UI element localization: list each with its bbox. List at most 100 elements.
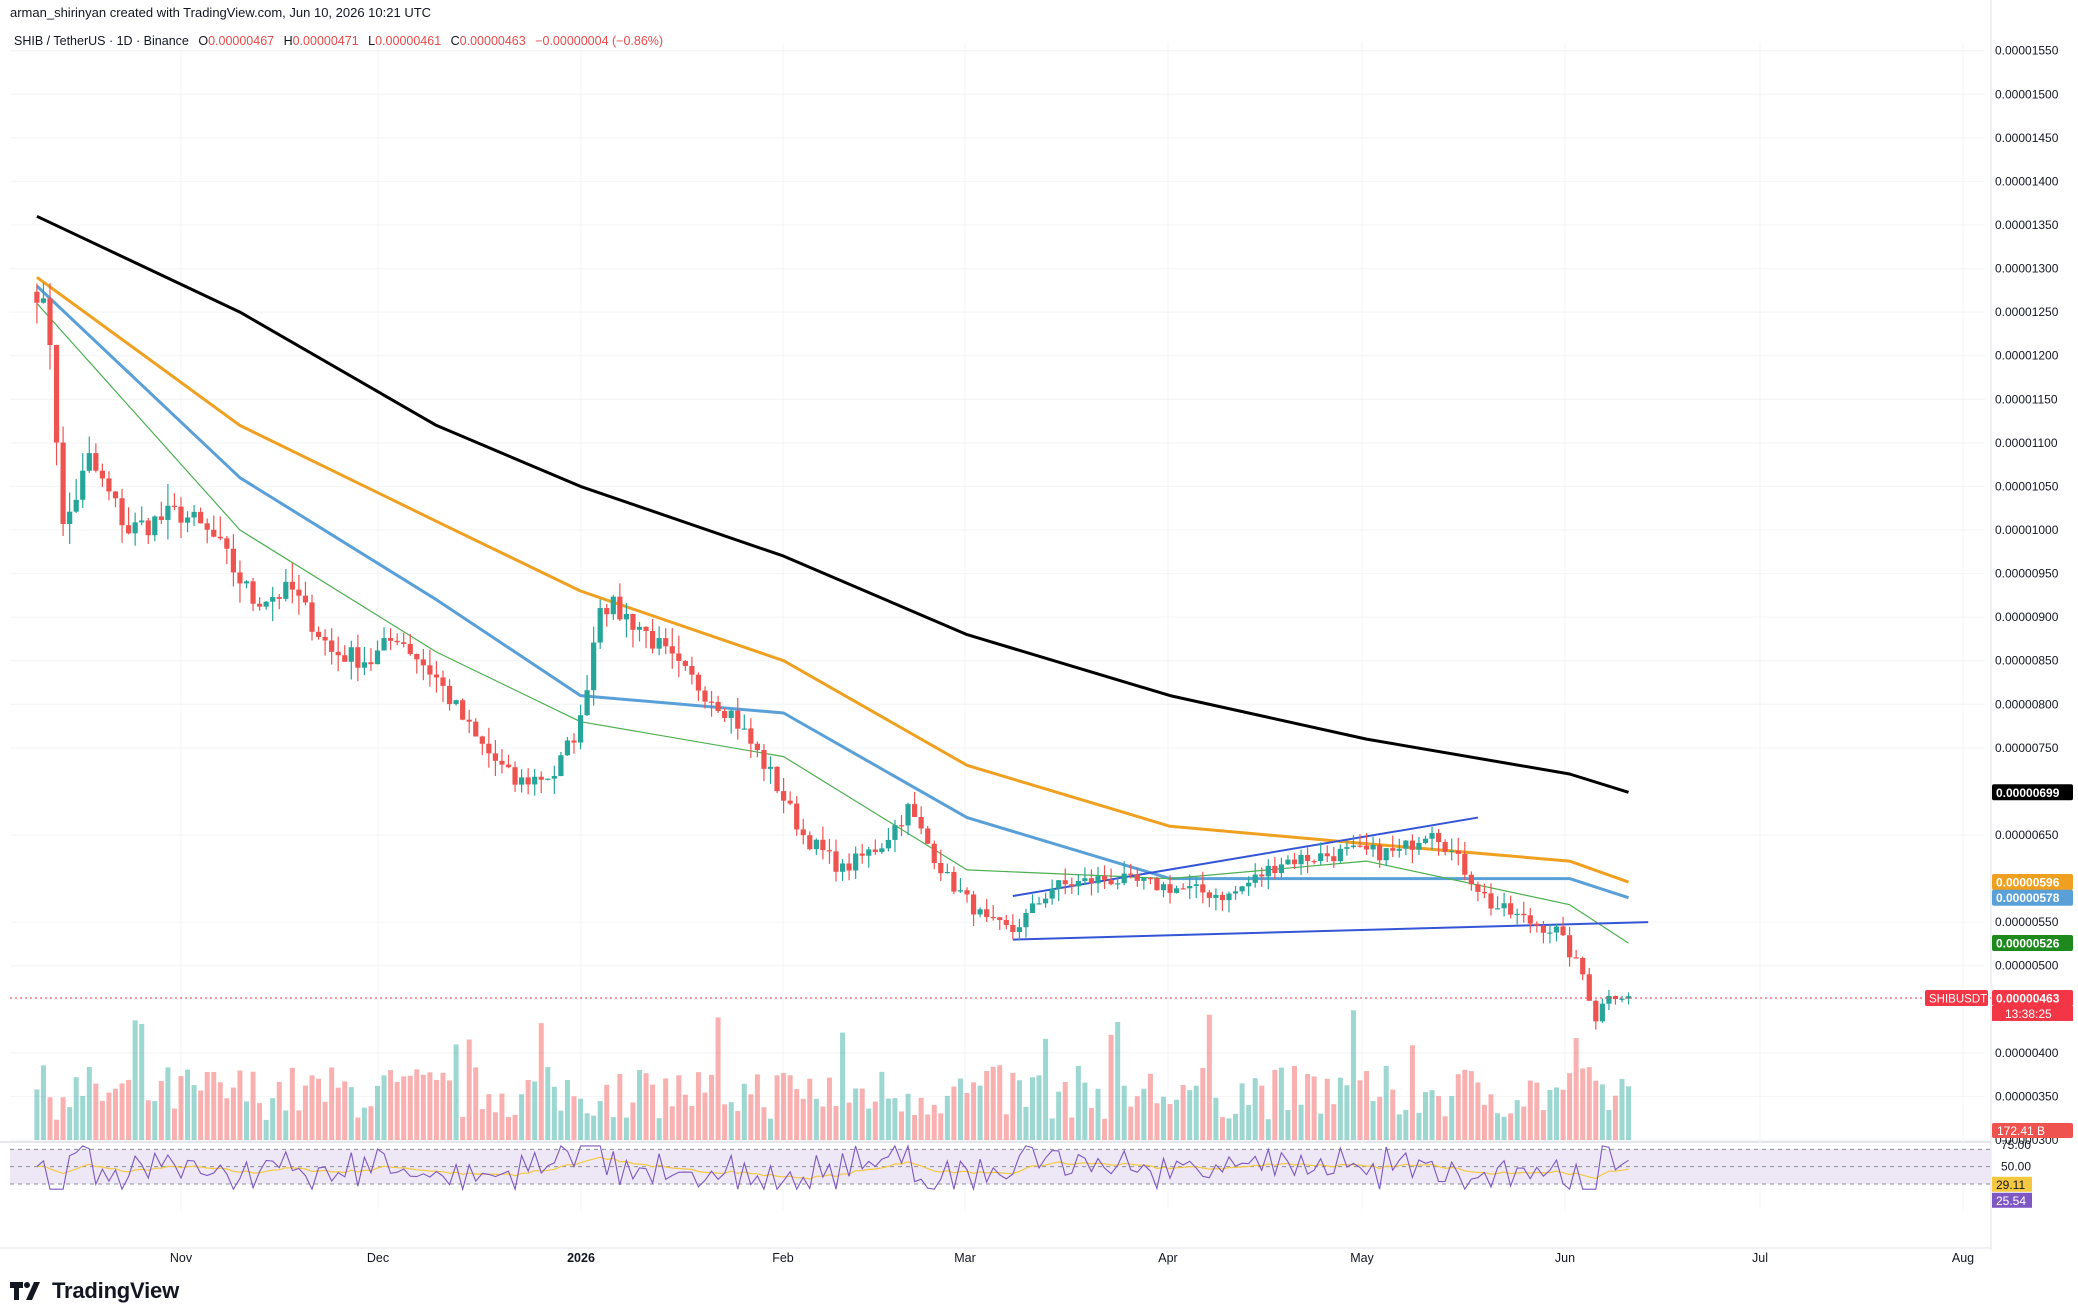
volume-bar <box>754 1074 760 1140</box>
rsi-axis-label: 75.00 <box>2001 1138 2031 1152</box>
candle-body <box>1023 913 1029 928</box>
candle <box>702 686 708 709</box>
candle-body <box>1481 891 1488 894</box>
candle <box>571 733 577 754</box>
price-label: 0.00000596 <box>1992 874 2073 891</box>
candle <box>1141 877 1147 890</box>
volume-bar <box>1593 1080 1599 1140</box>
candle-body <box>702 690 708 702</box>
candle-body <box>656 638 662 649</box>
candle <box>1449 838 1455 861</box>
volume-bar <box>388 1070 394 1140</box>
volume-bar <box>329 1067 335 1140</box>
candle <box>807 831 813 851</box>
ma-100-line <box>36 276 1630 884</box>
candle-body <box>597 608 603 643</box>
candle <box>970 890 977 927</box>
candle <box>1049 879 1055 905</box>
candle-body <box>728 710 734 718</box>
candle <box>466 709 472 734</box>
candle-body <box>957 890 964 892</box>
candle-body <box>479 736 485 744</box>
candle-body <box>1449 850 1455 852</box>
candle-body <box>525 777 531 785</box>
volume-bar <box>1586 1067 1592 1140</box>
candle-body <box>217 536 223 539</box>
symbol-title[interactable]: SHIB / TetherUS · 1D · Binance <box>14 34 189 48</box>
candle-body <box>1101 876 1108 880</box>
candle <box>977 907 983 918</box>
candle <box>158 501 164 525</box>
candle-body <box>623 614 629 620</box>
candle-body <box>132 522 138 534</box>
candle <box>361 646 367 676</box>
candle-body <box>204 523 210 530</box>
volume-bar <box>433 1080 439 1140</box>
volume-bar <box>178 1076 184 1140</box>
candle-body <box>381 638 387 651</box>
candle <box>492 740 498 776</box>
rsi-ma-value-bg <box>1992 1176 2032 1192</box>
rsi-line <box>36 1143 1629 1192</box>
candle-body <box>1625 996 1632 999</box>
candle <box>597 599 603 649</box>
volume-bar <box>211 1071 217 1140</box>
candle-body <box>1291 859 1298 865</box>
candle <box>388 628 394 651</box>
candle <box>1416 836 1422 856</box>
volume-bar <box>630 1102 636 1140</box>
candle-body <box>1115 883 1121 885</box>
candle-body <box>1619 998 1625 1000</box>
volume-bar <box>558 1110 564 1140</box>
ohlc-low-value: 0.00000461 <box>375 34 442 48</box>
volume-bar <box>1468 1071 1474 1140</box>
volume-bar <box>532 1081 538 1140</box>
volume-bar <box>80 1095 86 1140</box>
candle <box>1003 914 1009 930</box>
ma-20-line <box>36 302 1629 944</box>
volume-bar <box>506 1116 511 1140</box>
volume-bar <box>270 1098 276 1140</box>
candle-body <box>433 674 440 678</box>
volume-bar <box>126 1079 132 1140</box>
volume-bar <box>676 1075 682 1140</box>
volume-bar <box>316 1078 322 1140</box>
candle-body <box>905 804 911 826</box>
volume-bar <box>263 1119 269 1140</box>
candle <box>1128 863 1134 879</box>
candle-body <box>610 596 616 615</box>
candle-body <box>224 538 230 549</box>
volume-bar <box>1246 1105 1252 1140</box>
y-tick-label: 0.00000350 <box>1995 1089 2059 1103</box>
volume-bar <box>853 1088 859 1140</box>
candle-body <box>1324 853 1330 857</box>
candle-body <box>1455 850 1461 854</box>
candle-body <box>990 916 996 919</box>
candle-body <box>826 850 833 852</box>
candle-body <box>512 767 518 785</box>
candle <box>1239 885 1245 895</box>
volume-bar <box>113 1088 118 1140</box>
candle-body <box>505 764 512 768</box>
volume-bar <box>1449 1096 1455 1140</box>
volume-bar <box>538 1023 544 1140</box>
candle <box>1010 914 1016 940</box>
candle-body <box>1095 876 1101 884</box>
volume-bar <box>957 1078 963 1140</box>
price-label-text: 0.00000699 <box>1996 786 2060 800</box>
candle <box>1036 896 1042 905</box>
volume-bar <box>1521 1106 1527 1140</box>
candle-body <box>807 835 813 850</box>
candle-body <box>1016 927 1022 932</box>
candle-body <box>663 638 669 647</box>
candle <box>964 887 970 903</box>
volume-bar <box>204 1072 210 1140</box>
candle-body <box>853 853 859 871</box>
brand[interactable]: TradingView <box>10 1278 179 1304</box>
candle-body <box>1547 932 1553 934</box>
volume-bar <box>715 1017 721 1140</box>
candle-body <box>1599 1003 1605 1022</box>
candle-body <box>93 453 99 471</box>
